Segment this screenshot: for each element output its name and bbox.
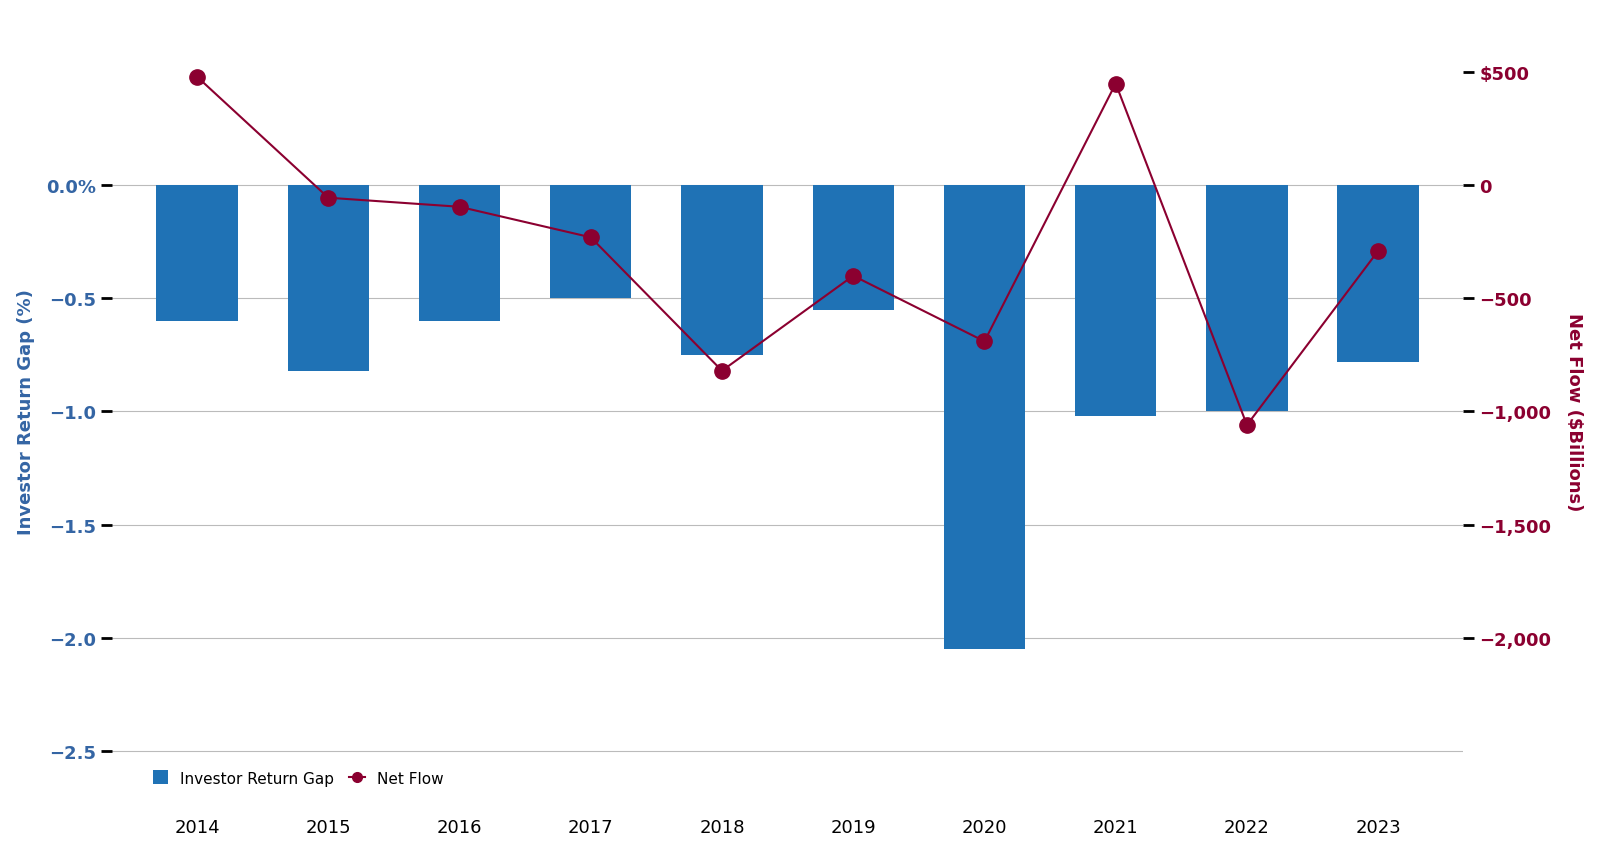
Bar <box>419 186 501 322</box>
Legend: Investor Return Gap, Net Flow: Investor Return Gap, Net Flow <box>147 764 450 792</box>
Bar <box>682 186 763 356</box>
Bar <box>288 186 370 371</box>
Bar <box>944 186 1026 649</box>
Y-axis label: Net Flow ($Billions): Net Flow ($Billions) <box>1565 313 1584 511</box>
Bar <box>1206 186 1288 412</box>
Bar <box>1338 186 1419 363</box>
Bar <box>813 186 894 310</box>
Bar <box>157 186 238 322</box>
Y-axis label: Investor Return Gap (%): Investor Return Gap (%) <box>16 289 35 535</box>
Bar <box>550 186 632 299</box>
Bar <box>1075 186 1157 416</box>
